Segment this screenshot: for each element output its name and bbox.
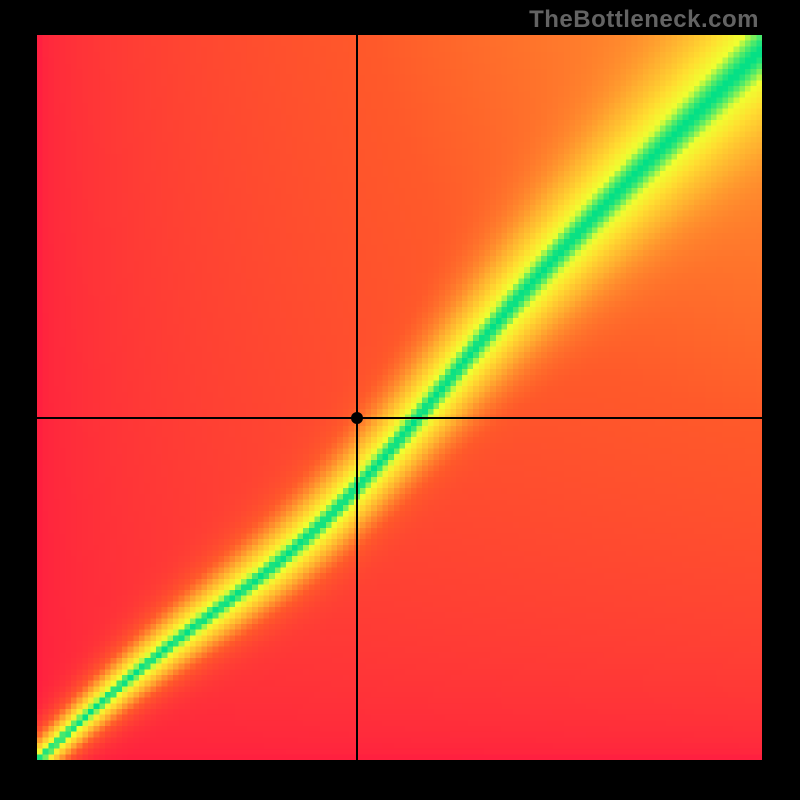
crosshair-vertical bbox=[356, 35, 358, 760]
heatmap-canvas bbox=[37, 35, 762, 760]
crosshair-horizontal bbox=[37, 417, 762, 419]
watermark-text: TheBottleneck.com bbox=[529, 6, 759, 34]
chart-container: { "canvas": { "width": 800, "height": 80… bbox=[0, 0, 800, 800]
